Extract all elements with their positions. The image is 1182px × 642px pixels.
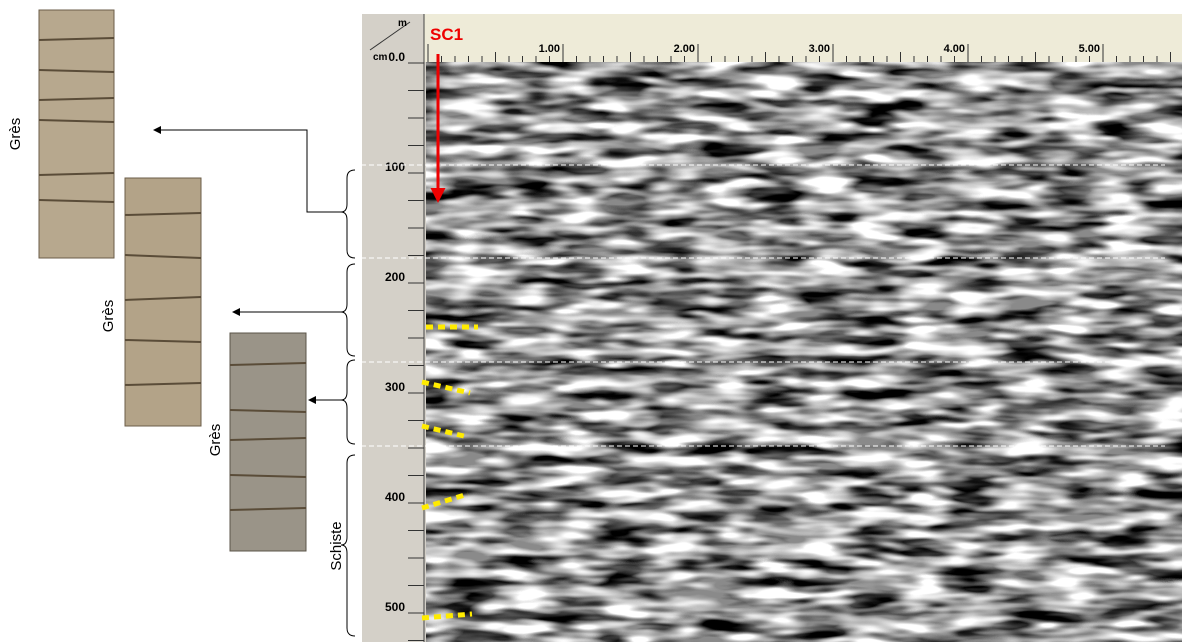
- y-tick-label: 500: [385, 600, 405, 614]
- x-tick-label: 1.00: [539, 43, 560, 55]
- x-tick-label: 3.00: [809, 43, 830, 55]
- y-tick-label: 400: [385, 490, 405, 504]
- y-tick-label: 0.0: [388, 50, 405, 64]
- x-unit: m: [398, 18, 407, 29]
- x-tick-label: 5.00: [1079, 43, 1100, 55]
- radargram-light: [426, 62, 1182, 642]
- figure: Grès Grès Grès Schiste m cm 1.00 2.00 3.00…: [0, 0, 1182, 642]
- x-tick-label: 2.00: [674, 43, 695, 55]
- core-photo: [39, 10, 114, 258]
- core-photos: [39, 10, 306, 551]
- page: Grès Grès Grès Schiste m cm 1.00 2.00 3.00…: [0, 0, 1182, 642]
- core-label: Grès: [7, 118, 24, 151]
- x-tick-label: 4.00: [944, 43, 965, 55]
- borehole-label: SC1: [430, 25, 463, 44]
- core-label: Grès: [207, 424, 224, 457]
- core-label: Schiste: [328, 521, 345, 570]
- y-tick-label: 200: [385, 270, 405, 284]
- core-label: Grès: [100, 300, 117, 333]
- y-tick-label: 100: [385, 160, 405, 174]
- y-tick-label: 300: [385, 380, 405, 394]
- y-unit: cm: [373, 52, 388, 63]
